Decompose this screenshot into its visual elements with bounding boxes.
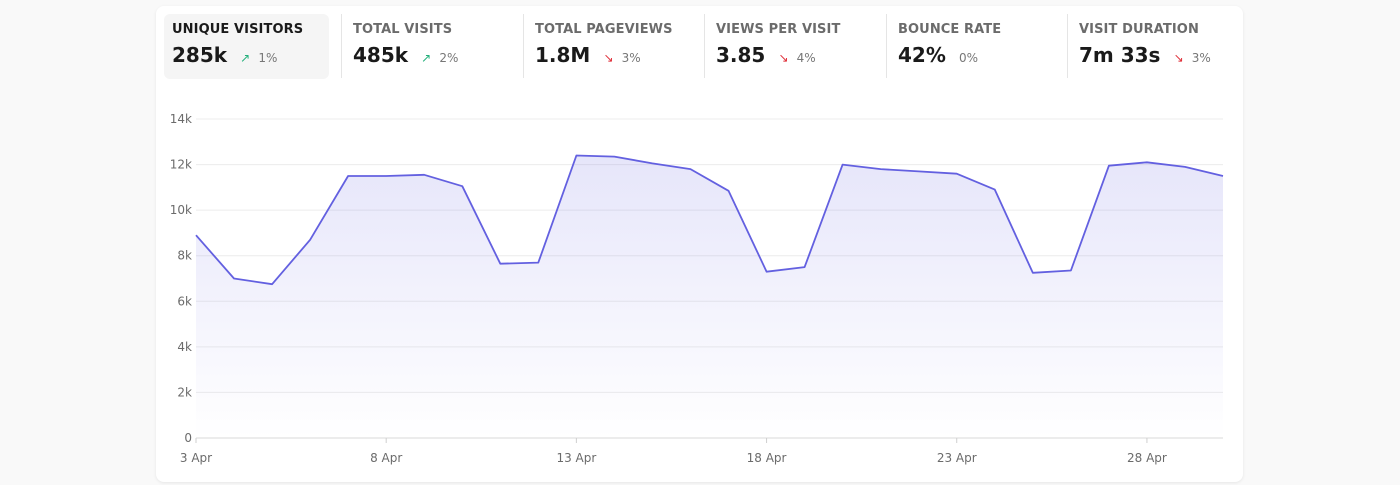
data-point[interactable] bbox=[1179, 161, 1191, 173]
data-point[interactable] bbox=[723, 185, 735, 197]
metric-label: BOUNCE RATE bbox=[898, 22, 1002, 37]
y-axis: 0 2k 4k 6k 8k 10k 12k 14k bbox=[170, 112, 192, 445]
data-point[interactable] bbox=[228, 273, 240, 285]
data-point[interactable] bbox=[380, 170, 392, 182]
metric-divider bbox=[341, 14, 342, 78]
data-point[interactable] bbox=[1141, 156, 1153, 168]
series-line bbox=[195, 154, 1224, 286]
metric-divider bbox=[523, 14, 524, 78]
metric-divider bbox=[704, 14, 705, 78]
data-point[interactable] bbox=[761, 266, 773, 278]
data-point[interactable] bbox=[1027, 267, 1039, 279]
arrow-up-right-icon: ↗ bbox=[421, 51, 432, 65]
y-tick-label: 2k bbox=[177, 385, 192, 399]
y-tick-label: 10k bbox=[170, 203, 192, 217]
x-axis: 3 Apr 8 Apr 13 Apr 18 Apr 23 Apr 28 Apr bbox=[180, 438, 1167, 465]
metric-change: 2% bbox=[439, 51, 459, 65]
data-point[interactable] bbox=[342, 170, 354, 182]
arrow-down-right-icon: ↘ bbox=[603, 51, 614, 65]
metric-value: 3.85 bbox=[716, 43, 766, 67]
y-tick-label: 12k bbox=[170, 158, 192, 172]
dashboard-card: UNIQUE VISITORS 285k ↗ 1% TOTAL VISITS 4… bbox=[156, 6, 1243, 482]
metric-change: 3% bbox=[1191, 51, 1211, 65]
x-tick-label: 28 Apr bbox=[1127, 451, 1167, 465]
data-point[interactable] bbox=[989, 184, 1001, 196]
y-tick-label: 8k bbox=[177, 249, 192, 263]
data-point[interactable] bbox=[799, 261, 811, 273]
data-point[interactable] bbox=[684, 163, 696, 175]
data-point[interactable] bbox=[608, 151, 620, 163]
metric-total-visits[interactable]: TOTAL VISITS 485k ↗ 2% bbox=[341, 14, 515, 79]
unique-visitors-chart[interactable]: 0 2k 4k 6k 8k 10k 12k 14k 3 Apr 8 Apr 13 Apr 18 Ap… bbox=[156, 6, 1243, 482]
metric-value: 1.8M bbox=[535, 43, 591, 67]
data-point[interactable] bbox=[418, 169, 430, 181]
metric-value: 42% bbox=[898, 43, 946, 67]
data-point[interactable] bbox=[570, 149, 582, 161]
data-point[interactable] bbox=[266, 278, 278, 290]
metric-value: 485k bbox=[353, 43, 409, 67]
arrow-down-right-icon: ↘ bbox=[1173, 51, 1184, 65]
data-point[interactable] bbox=[646, 157, 658, 169]
metric-visit-duration[interactable]: VISIT DURATION 7m 33s ↘ 3% bbox=[1067, 14, 1235, 79]
data-point[interactable] bbox=[304, 234, 316, 246]
metric-views-per-visit[interactable]: VIEWS PER VISIT 3.85 ↘ 4% bbox=[704, 14, 878, 79]
metric-value: 285k bbox=[172, 43, 228, 67]
metric-bounce-rate[interactable]: BOUNCE RATE 42% 0% bbox=[886, 14, 1060, 79]
metric-change: 4% bbox=[796, 51, 816, 65]
metrics-bar: UNIQUE VISITORS 285k ↗ 1% TOTAL VISITS 4… bbox=[164, 14, 1235, 79]
metric-divider bbox=[886, 14, 887, 78]
metric-label: VIEWS PER VISIT bbox=[716, 22, 841, 37]
x-tick-label: 3 Apr bbox=[180, 451, 212, 465]
data-point[interactable] bbox=[837, 159, 849, 171]
metric-value: 7m 33s bbox=[1079, 43, 1161, 67]
data-point[interactable] bbox=[532, 257, 544, 269]
metric-change: 3% bbox=[621, 51, 641, 65]
metric-divider bbox=[1067, 14, 1068, 78]
y-tick-label: 6k bbox=[177, 294, 192, 308]
y-tick-label: 0 bbox=[184, 431, 192, 445]
data-point[interactable] bbox=[1065, 265, 1077, 277]
data-point[interactable] bbox=[875, 163, 887, 175]
data-point[interactable] bbox=[456, 180, 468, 192]
metric-label: UNIQUE VISITORS bbox=[172, 22, 304, 37]
arrow-up-right-icon: ↗ bbox=[240, 51, 251, 65]
y-tick-label: 4k bbox=[177, 340, 192, 354]
x-tick-label: 13 Apr bbox=[556, 451, 596, 465]
metric-label: TOTAL PAGEVIEWS bbox=[535, 22, 673, 37]
metric-change: 0% bbox=[958, 51, 979, 65]
data-point[interactable] bbox=[1217, 170, 1229, 182]
metric-total-pageviews[interactable]: TOTAL PAGEVIEWS 1.8M ↘ 3% bbox=[523, 14, 697, 79]
data-point[interactable] bbox=[494, 258, 506, 270]
metric-change: 1% bbox=[258, 51, 278, 65]
arrow-down-right-icon: ↘ bbox=[778, 51, 789, 65]
data-point[interactable] bbox=[951, 168, 963, 180]
y-tick-label: 14k bbox=[170, 112, 192, 126]
metric-label: TOTAL VISITS bbox=[353, 22, 453, 37]
series-area bbox=[196, 155, 1223, 438]
data-point[interactable] bbox=[913, 165, 925, 177]
metric-label: VISIT DURATION bbox=[1079, 22, 1199, 37]
metric-unique-visitors[interactable]: UNIQUE VISITORS 285k ↗ 1% bbox=[164, 14, 329, 79]
x-tick-label: 18 Apr bbox=[747, 451, 787, 465]
x-tick-label: 8 Apr bbox=[370, 451, 402, 465]
data-point[interactable] bbox=[1103, 160, 1115, 172]
x-tick-label: 23 Apr bbox=[937, 451, 977, 465]
data-point[interactable] bbox=[190, 229, 202, 241]
